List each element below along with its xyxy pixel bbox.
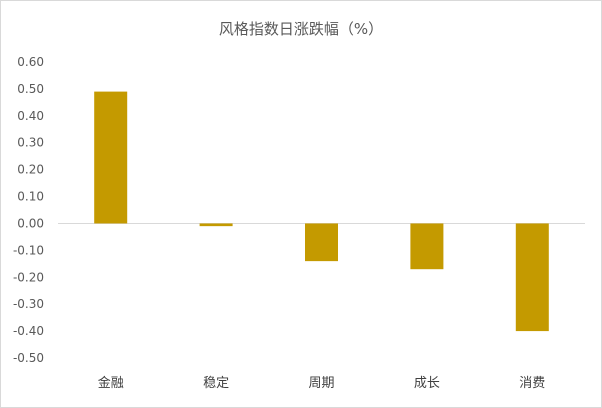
bar <box>410 223 444 270</box>
y-tick-label: -0.50 <box>13 351 44 365</box>
y-tick-label: 0.20 <box>17 163 44 177</box>
y-tick-label: 0.30 <box>17 136 44 150</box>
y-tick-label: 0.10 <box>17 190 44 204</box>
category-label: 金融 <box>98 375 124 391</box>
bar <box>199 223 233 227</box>
y-tick-label: -0.30 <box>13 297 44 311</box>
bar <box>305 223 338 262</box>
y-tick-label: 0.50 <box>17 82 44 96</box>
y-tick-label: 0.00 <box>17 216 44 230</box>
bar <box>515 223 549 332</box>
y-tick-label: -0.20 <box>13 270 44 284</box>
category-label: 消费 <box>519 376 545 391</box>
bar <box>94 91 128 224</box>
category-label: 成长 <box>414 376 440 391</box>
y-tick-label: 0.40 <box>17 109 44 123</box>
category-label: 稳定 <box>203 375 229 391</box>
y-tick-label: -0.40 <box>13 324 44 338</box>
y-tick-label: -0.10 <box>13 243 44 257</box>
y-tick-label: 0.60 <box>17 55 44 69</box>
chart-title: 风格指数日涨跌幅（%） <box>218 20 384 38</box>
category-label: 周期 <box>308 376 334 391</box>
